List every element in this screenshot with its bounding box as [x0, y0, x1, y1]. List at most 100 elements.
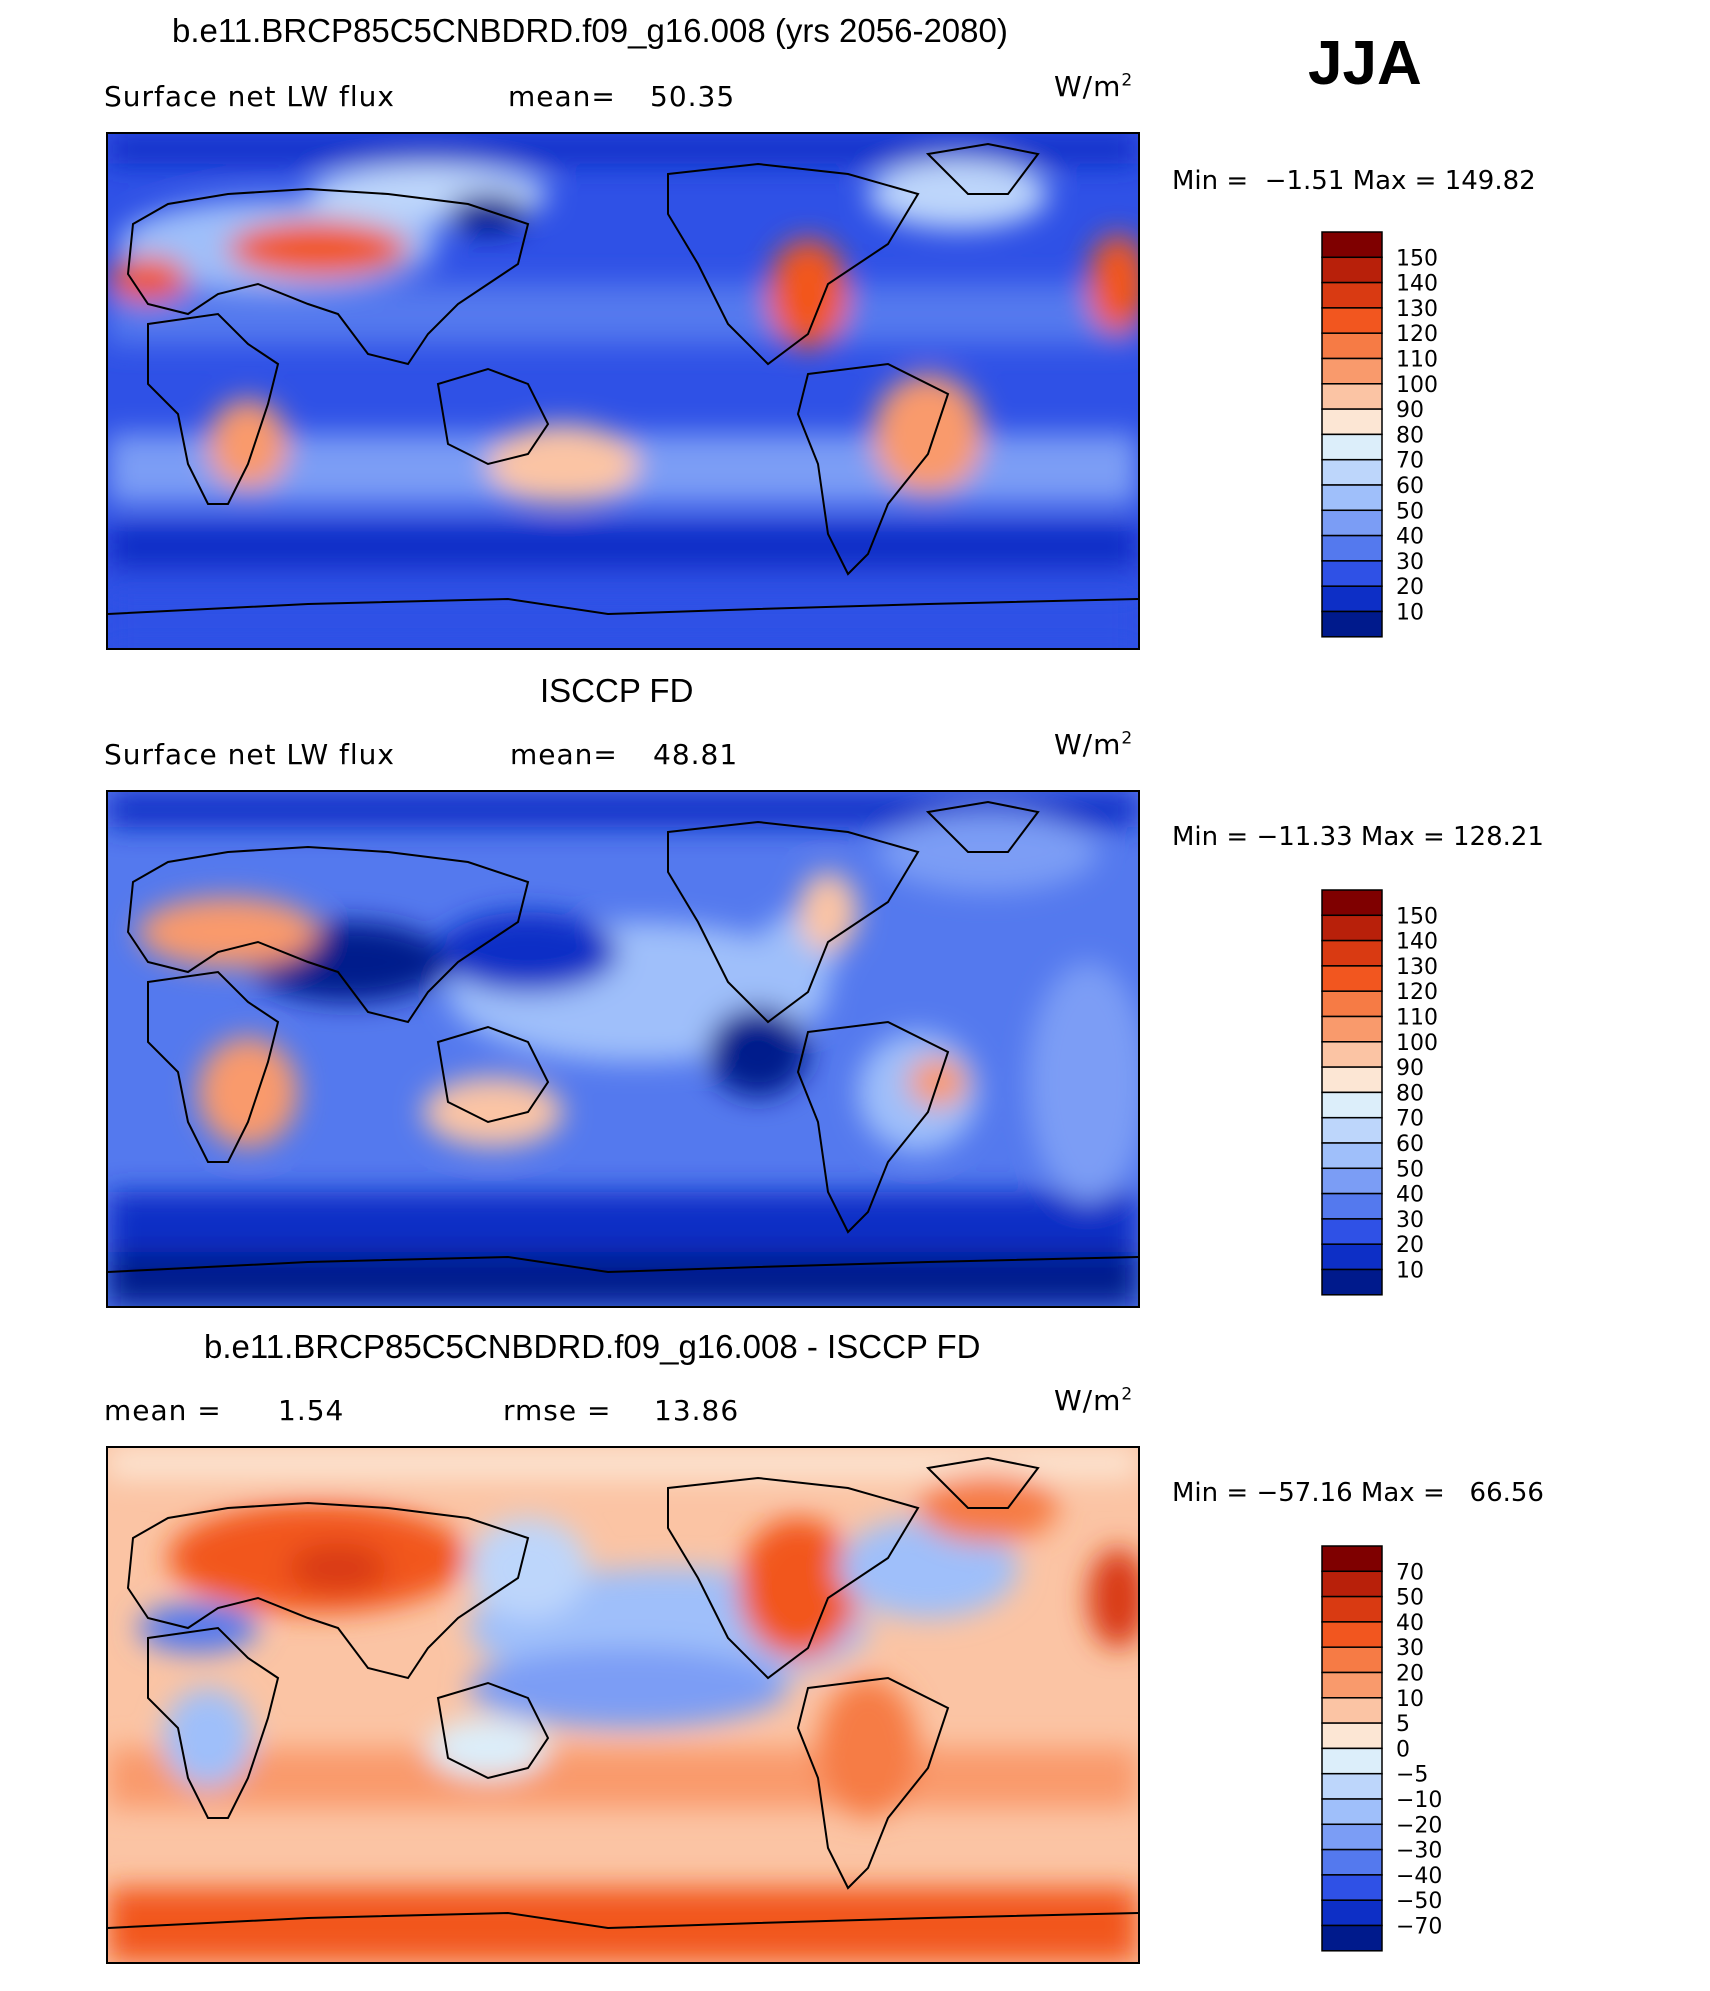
colorbar-swatch — [1321, 256, 1383, 284]
colorbar-swatch — [1321, 1570, 1383, 1598]
panel3-minmax: Min = −57.16 Max = 66.56 — [1172, 1478, 1544, 1508]
colorbar-tick-label: 10 — [1396, 1259, 1424, 1284]
colorbar-swatch — [1321, 560, 1383, 587]
panel2-title: ISCCP FD — [540, 672, 694, 709]
colorbar-swatch — [1321, 1798, 1383, 1826]
panel3-mean-label: mean = — [104, 1394, 222, 1427]
colorbar-swatch — [1321, 1924, 1383, 1952]
colorbar-swatch — [1321, 509, 1383, 537]
colorbar-tick-label: 130 — [1396, 955, 1438, 980]
colorbar-swatch — [1321, 1091, 1383, 1119]
panel1-colorbar: 150 140 130 120 110 100 90 80 70 60 50 40 30 20 10 — [1310, 228, 1470, 653]
panel1-units: W/m2 — [1054, 70, 1134, 103]
colorbar-swatch — [1321, 990, 1383, 1018]
colorbar-tick-label: −30 — [1396, 1839, 1442, 1864]
colorbar-swatch — [1321, 1041, 1383, 1068]
colorbar-swatch — [1321, 1874, 1383, 1901]
panel1-mean-label: mean= — [508, 80, 616, 113]
colorbar-swatch — [1321, 1595, 1383, 1623]
colorbar-swatch — [1321, 357, 1383, 385]
colorbar-swatch — [1321, 1167, 1383, 1195]
panel2-variable-label: Surface net LW flux — [104, 738, 395, 771]
colorbar-tick-label: 50 — [1396, 1586, 1424, 1611]
panel2-mean-label: mean= — [510, 738, 618, 771]
colorbar-tick-label: 10 — [1396, 1687, 1424, 1712]
colorbar-tick-label: 150 — [1396, 904, 1438, 929]
colorbar-tick-label: 30 — [1396, 1636, 1424, 1661]
colorbar-swatch — [1321, 1218, 1383, 1245]
panel1-mean-value: 50.35 — [650, 80, 736, 113]
colorbar-swatch — [1321, 1142, 1383, 1170]
colorbar-swatch — [1321, 1747, 1383, 1775]
panel2-map — [106, 790, 1140, 1308]
colorbar-tick-label: 60 — [1396, 474, 1424, 499]
colorbar-tick-label: 30 — [1396, 1208, 1424, 1233]
colorbar-swatch — [1321, 307, 1383, 334]
colorbar-swatch — [1321, 433, 1383, 461]
colorbar-tick-label: −70 — [1396, 1915, 1442, 1940]
panel1-variable-label: Surface net LW flux — [104, 80, 395, 113]
colorbar-swatch — [1321, 1646, 1383, 1674]
colorbar-tick-label: 100 — [1396, 1031, 1438, 1056]
colorbar-tick-label: 150 — [1396, 246, 1438, 271]
colorbar-swatch — [1321, 610, 1383, 638]
colorbar-swatch — [1321, 585, 1383, 613]
colorbar-swatch — [1321, 408, 1383, 436]
colorbar-tick-label: 110 — [1396, 348, 1438, 373]
colorbar-swatch — [1321, 939, 1383, 967]
colorbar-swatch — [1321, 1899, 1383, 1927]
panel1-map — [106, 132, 1140, 650]
panel3-units: W/m2 — [1054, 1384, 1134, 1417]
colorbar-swatch — [1321, 534, 1383, 562]
colorbar-swatch — [1321, 458, 1383, 486]
colorbar-swatch — [1321, 484, 1383, 512]
colorbar-tick-label: 70 — [1396, 1560, 1424, 1585]
colorbar-tick-label: −50 — [1396, 1889, 1442, 1914]
colorbar-swatch — [1321, 1671, 1383, 1699]
colorbar-tick-label: 120 — [1396, 980, 1438, 1005]
colorbar-tick-label: 0 — [1396, 1737, 1410, 1762]
colorbar-tick-label: −5 — [1396, 1763, 1428, 1788]
colorbar-swatch — [1321, 1192, 1383, 1220]
colorbar-tick-label: 60 — [1396, 1132, 1424, 1157]
colorbar-swatch — [1321, 1621, 1383, 1648]
colorbar-tick-label: 10 — [1396, 601, 1424, 626]
colorbar-swatch — [1321, 889, 1383, 917]
colorbar-tick-label: 120 — [1396, 322, 1438, 347]
panel1-title: b.e11.BRCP85C5CNBDRD.f09_g16.008 (yrs 20… — [172, 12, 1008, 49]
colorbar-tick-label: 140 — [1396, 272, 1438, 297]
colorbar-tick-label: 40 — [1396, 525, 1424, 550]
colorbar-tick-label: 70 — [1396, 449, 1424, 474]
colorbar-swatch — [1321, 1697, 1383, 1724]
colorbar-tick-label: 90 — [1396, 398, 1424, 423]
colorbar-swatch — [1321, 383, 1383, 410]
colorbar-tick-label: 40 — [1396, 1183, 1424, 1208]
colorbar-swatch — [1321, 1116, 1383, 1144]
panel3-mean-value: 1.54 — [278, 1394, 345, 1427]
panel2-colorbar: 150 140 130 120 110 100 90 80 70 60 50 40 30 20 10 — [1310, 886, 1470, 1311]
colorbar-swatch — [1321, 965, 1383, 992]
colorbar-swatch — [1321, 1015, 1383, 1043]
colorbar-swatch — [1321, 281, 1383, 309]
colorbar-swatch — [1321, 1268, 1383, 1296]
colorbar-tick-label: 80 — [1396, 423, 1424, 448]
colorbar-tick-label: −40 — [1396, 1864, 1442, 1889]
colorbar-tick-label: 70 — [1396, 1107, 1424, 1132]
panel3-rmse-value: 13.86 — [654, 1394, 740, 1427]
colorbar-swatch — [1321, 1243, 1383, 1271]
colorbar-tick-label: 40 — [1396, 1611, 1424, 1636]
colorbar-swatch — [1321, 1545, 1383, 1573]
panel3-map — [106, 1446, 1140, 1964]
colorbar-swatch — [1321, 1848, 1383, 1876]
panel2-units: W/m2 — [1054, 728, 1134, 761]
colorbar-tick-label: 100 — [1396, 373, 1438, 398]
colorbar-swatch — [1321, 1066, 1383, 1094]
colorbar-tick-label: 20 — [1396, 1233, 1424, 1258]
colorbar-tick-label: 130 — [1396, 297, 1438, 322]
panel3-title: b.e11.BRCP85C5CNBDRD.f09_g16.008 - ISCCP… — [204, 1328, 981, 1365]
colorbar-tick-label: 110 — [1396, 1006, 1438, 1031]
panel2-mean-value: 48.81 — [653, 738, 739, 771]
colorbar-tick-label: 50 — [1396, 1157, 1424, 1182]
panel3-colorbar: 70 50 40 30 20 10 5 0 −5 −10 −20 −30 −40 −50 −70 — [1310, 1542, 1470, 1967]
colorbar-tick-label: −10 — [1396, 1788, 1442, 1813]
